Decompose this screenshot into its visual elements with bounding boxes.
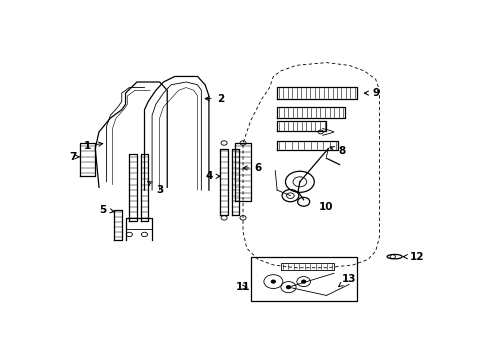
Circle shape — [271, 280, 275, 283]
Circle shape — [301, 280, 305, 283]
Text: 6: 6 — [243, 163, 261, 173]
Text: 7: 7 — [69, 152, 79, 162]
Text: 13: 13 — [338, 274, 356, 287]
Text: 10: 10 — [319, 202, 333, 212]
Text: 8: 8 — [329, 146, 345, 156]
Text: 2: 2 — [205, 94, 224, 104]
Text: 4: 4 — [205, 171, 220, 181]
Text: 9: 9 — [364, 88, 379, 98]
Text: 11: 11 — [235, 282, 250, 292]
Text: 1: 1 — [84, 141, 102, 151]
Text: 12: 12 — [403, 252, 424, 262]
Text: 3: 3 — [147, 181, 163, 195]
Circle shape — [286, 286, 290, 288]
Text: 5: 5 — [99, 204, 114, 215]
